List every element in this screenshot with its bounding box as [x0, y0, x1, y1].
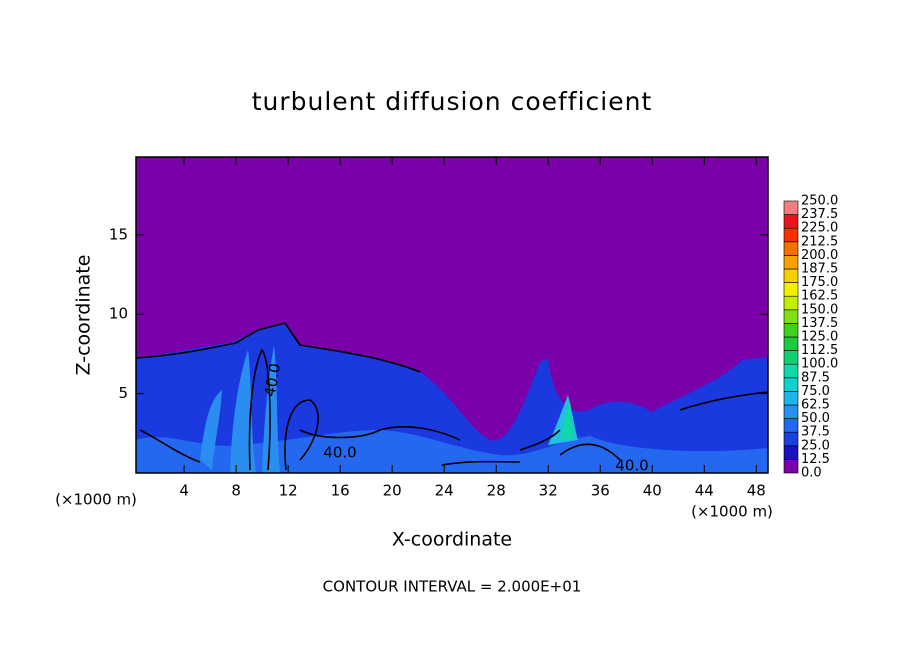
x-tick-label: 8: [231, 482, 241, 500]
colorbar-band: [783, 295, 799, 311]
x-tick-label: 44: [695, 482, 714, 500]
colorbar-label: 87.5: [801, 370, 830, 385]
colorbar-band: [783, 431, 799, 447]
colorbar-label: 12.5: [801, 452, 830, 467]
colorbar-band: [783, 377, 799, 392]
colorbar-band: [783, 336, 799, 351]
colorbar-label: 112.5: [801, 343, 838, 358]
colorbar-label: 125.0: [801, 330, 838, 345]
field-region: [136, 430, 768, 473]
colorbar-label: 0.0: [801, 466, 822, 481]
colorbar-band: [783, 241, 799, 256]
x-tick-label: 16: [331, 482, 350, 500]
contour-line: [139, 348, 621, 471]
contour-label: 40.0: [261, 362, 285, 398]
colorbar-band: [783, 323, 799, 338]
colorbar-label: 62.5: [801, 398, 830, 413]
chart-title: turbulent diffusion coefficient: [252, 87, 653, 116]
x-axis-label: X-coordinate: [392, 529, 512, 551]
field-region: [200, 345, 280, 473]
y-axis-label: Z-coordinate: [73, 255, 95, 376]
colorbar-band: [783, 459, 799, 474]
x-unit-label: (×1000 m): [691, 503, 773, 521]
colorbar-label: 250.0: [801, 194, 838, 209]
colorbar-band: [783, 445, 799, 460]
x-tick-label: 28: [487, 482, 506, 500]
colorbar-band: [783, 309, 799, 324]
field: 40.0 40.0 40.0: [135, 156, 769, 475]
colorbar-label: 187.5: [801, 262, 838, 277]
colorbar-band: [783, 282, 799, 297]
colorbar-label: 175.0: [801, 275, 838, 290]
colorbar-band: [783, 214, 799, 229]
colorbar-band: [783, 350, 799, 365]
x-tick-label: 12: [279, 482, 298, 500]
x-tick-label: 40: [643, 482, 662, 500]
plot-frame: [135, 156, 769, 474]
colorbar-band: [783, 404, 799, 419]
y-tick-label: 10: [109, 305, 128, 323]
x-tick-label: 20: [383, 482, 402, 500]
x-tick-label: 36: [591, 482, 610, 500]
colorbar-label: 200.0: [801, 248, 838, 263]
x-tick-label: 32: [539, 482, 558, 500]
x-tick-label: 48: [747, 482, 766, 500]
colorbar-label: 212.5: [801, 234, 838, 249]
colorbar-label: 137.5: [801, 316, 838, 331]
colorbar-band: [783, 418, 799, 433]
colorbar-label: 75.0: [801, 384, 830, 399]
colorbar-band: [783, 268, 799, 283]
y-tick-label: 5: [118, 384, 128, 402]
x-tick-label: 24: [435, 482, 454, 500]
colorbar-band: [783, 227, 799, 243]
colorbar-label: 162.5: [801, 289, 838, 304]
x-unit-label: (×1000 m): [55, 491, 137, 509]
colorbar-band: [783, 391, 799, 406]
colorbar-label: 100.0: [801, 357, 838, 372]
colorbar-label: 37.5: [801, 425, 830, 440]
colorbar-label: 237.5: [801, 207, 838, 222]
y-tick-label: 15: [109, 225, 128, 243]
colorbar-label: 50.0: [801, 411, 830, 426]
colorbar-band: [783, 363, 799, 379]
field-region: [136, 323, 768, 473]
field-region: [560, 402, 574, 440]
colorbar-label: 25.0: [801, 438, 830, 453]
colorbar-band: [783, 255, 799, 270]
footer-note: CONTOUR INTERVAL = 2.000E+01: [323, 578, 582, 596]
contour-line: [135, 322, 769, 466]
contour-label: 40.0: [615, 457, 648, 475]
colorbar-band: [783, 200, 799, 215]
colorbar-label: 225.0: [801, 221, 838, 236]
x-tick-label: 4: [179, 482, 189, 500]
contour-label: 40.0: [323, 444, 356, 462]
colorbar-label: 150.0: [801, 302, 838, 317]
